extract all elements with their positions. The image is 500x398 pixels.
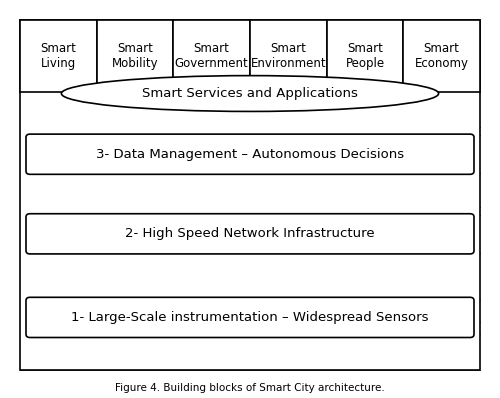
FancyBboxPatch shape <box>20 20 96 92</box>
Text: Smart
Environment: Smart Environment <box>250 42 326 70</box>
Text: Smart
Economy: Smart Economy <box>414 42 469 70</box>
FancyBboxPatch shape <box>250 20 326 92</box>
Text: Smart
Mobility: Smart Mobility <box>112 42 158 70</box>
FancyBboxPatch shape <box>26 214 474 254</box>
Text: Smart
Government: Smart Government <box>175 42 248 70</box>
Text: Figure 4. Building blocks of Smart City architecture.: Figure 4. Building blocks of Smart City … <box>115 383 385 393</box>
Text: Smart Services and Applications: Smart Services and Applications <box>142 87 358 100</box>
FancyBboxPatch shape <box>326 20 404 92</box>
FancyBboxPatch shape <box>174 20 250 92</box>
Text: Smart
People: Smart People <box>346 42 385 70</box>
Text: 1- Large-Scale instrumentation – Widespread Sensors: 1- Large-Scale instrumentation – Widespr… <box>72 311 429 324</box>
Text: 2- High Speed Network Infrastructure: 2- High Speed Network Infrastructure <box>125 227 375 240</box>
FancyBboxPatch shape <box>26 297 474 338</box>
FancyBboxPatch shape <box>96 20 174 92</box>
FancyBboxPatch shape <box>26 134 474 174</box>
FancyBboxPatch shape <box>404 20 480 92</box>
Ellipse shape <box>62 76 438 111</box>
Text: 3- Data Management – Autonomous Decisions: 3- Data Management – Autonomous Decision… <box>96 148 404 161</box>
FancyBboxPatch shape <box>20 20 480 370</box>
Text: Smart
Living: Smart Living <box>40 42 76 70</box>
